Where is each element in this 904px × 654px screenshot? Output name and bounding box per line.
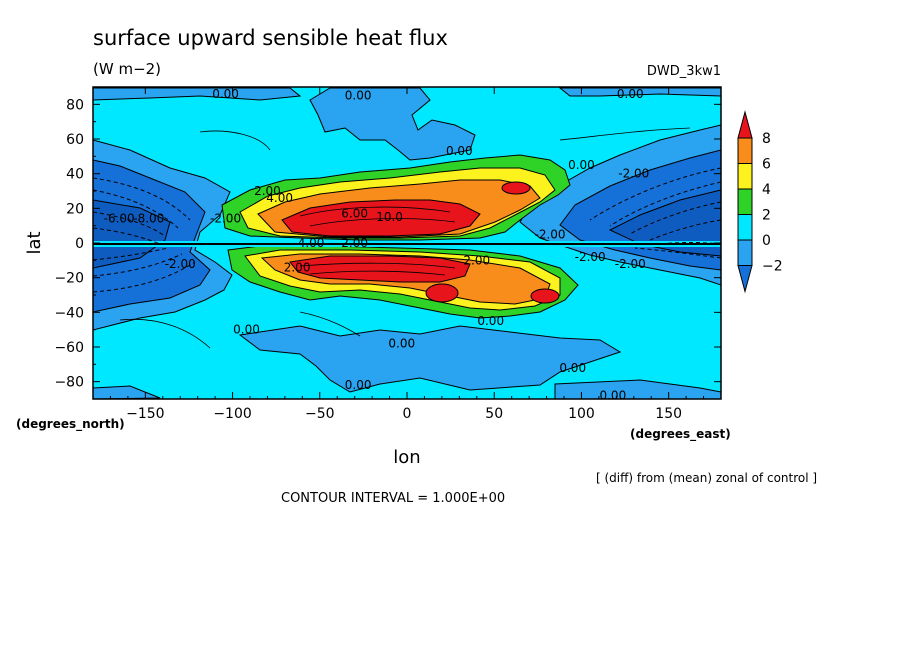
contour-label: -6.00 [104, 212, 135, 226]
contour-label: -2.00 [535, 227, 566, 241]
contour-label: -2.00 [165, 257, 196, 271]
x-axis-label: lon [393, 447, 420, 468]
colorbar-label: 4 [762, 182, 771, 198]
x-tick-label: −100 [213, 406, 251, 422]
contour-label: -2.00 [615, 257, 646, 271]
contour-label: 6.00 [341, 207, 368, 221]
x-tick-label: −50 [305, 406, 335, 422]
colorbar-cell [737, 239, 753, 266]
contour-label: 4.00 [266, 191, 293, 205]
colorbar-label: 2 [762, 208, 771, 224]
contour-label: 0.00 [388, 337, 415, 351]
colorbar-cell [737, 137, 753, 164]
colorbar-cell [737, 188, 753, 215]
contour-label: 0.00 [212, 87, 239, 101]
contour-label: 0.00 [446, 144, 473, 158]
contour-label: 2.00 [341, 236, 368, 250]
colorbar-cell [737, 110, 753, 139]
x-tick-label: 150 [655, 406, 682, 422]
x-units-label: (degrees_east) [630, 427, 731, 442]
x-axis: −150 −100 −50 0 50 100 150 [109, 87, 705, 422]
colorbar: 8 6 4 2 0 −2 [737, 110, 783, 294]
contour-interval: CONTOUR INTERVAL = 1.000E+00 [281, 491, 505, 506]
contour-label: 10.0 [376, 210, 403, 224]
positive-contours [119, 127, 691, 349]
contour-label: -2.00 [618, 167, 649, 181]
negative-contours [93, 167, 721, 293]
y-tick-label: 80 [66, 97, 84, 113]
strong-negative-regions [93, 149, 721, 313]
dataset-label: DWD_3kw1 [647, 64, 721, 79]
x-tick-label: −150 [126, 406, 164, 422]
contour-label: 0.00 [568, 158, 595, 172]
x-tick-label: 50 [485, 406, 503, 422]
y-tick-label: 60 [66, 132, 84, 148]
y-axis: 80 60 40 20 0 −20 −40 −60 −80 [54, 86, 721, 400]
contour-label: 0.00 [233, 323, 260, 337]
contour-label: 0.00 [345, 378, 372, 392]
diff-note: [ (diff) from (mean) zonal of control ] [596, 471, 817, 485]
colorbar-label: 0 [762, 233, 771, 249]
colorbar-cell [737, 265, 753, 294]
y-axis-label: lat [24, 231, 45, 254]
contour-field: 0.00 0.00 0.000.000.002.004.00-2.00-2.00-6… [93, 87, 721, 403]
contour-label: 0.00 [599, 389, 626, 403]
y-tick-label: −80 [54, 375, 84, 391]
contour-label: 0.00 [559, 361, 586, 375]
x-tick-label: 100 [568, 406, 595, 422]
chart-units: (W m−2) [93, 60, 161, 78]
contour-label: 2.00 [254, 184, 281, 198]
colorbar-label: 6 [762, 157, 771, 173]
contour-label: 0.00 [617, 87, 644, 101]
contour-label: 2.00 [463, 253, 490, 267]
colorbar-label: 8 [762, 131, 771, 147]
x-tick-label: 0 [403, 406, 412, 422]
y-tick-label: −20 [54, 271, 84, 287]
contour-label: -8.00 [133, 212, 164, 226]
contour-labels: 0.00 0.00 0.000.000.002.004.00-2.00-2.00-6… [104, 87, 650, 403]
contour-label: 2.00 [284, 260, 311, 274]
chart-title: surface upward sensible heat flux [93, 26, 448, 50]
colorbar-label: −2 [762, 259, 783, 275]
contour-label: -2.00 [575, 250, 606, 264]
y-tick-label: −60 [54, 340, 84, 356]
y-tick-label: 40 [66, 167, 84, 183]
y-units-label: (degrees_north) [16, 417, 125, 432]
colorbar-cell [737, 163, 753, 190]
contour-label: 4.00 [298, 236, 325, 250]
contour-label: 0.00 [477, 314, 504, 328]
contour-label: 0.00 [345, 89, 372, 103]
y-tick-label: 0 [75, 236, 84, 252]
contour-label: -2.00 [210, 212, 241, 226]
y-tick-label: 20 [66, 201, 84, 217]
colorbar-cell [737, 214, 753, 241]
y-tick-label: −40 [54, 305, 84, 321]
positive-8-regions [281, 181, 560, 304]
